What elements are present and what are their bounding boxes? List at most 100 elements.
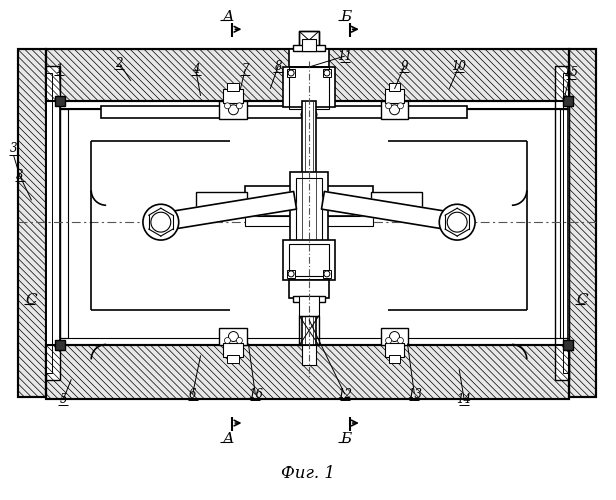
- Circle shape: [439, 204, 475, 240]
- Text: 5: 5: [60, 392, 67, 406]
- Text: А: А: [223, 10, 234, 24]
- Bar: [299, 296, 319, 316]
- Bar: [384, 344, 405, 357]
- Text: 4: 4: [192, 62, 200, 76]
- Bar: [389, 83, 400, 91]
- Text: 14: 14: [456, 392, 472, 406]
- Bar: [46, 346, 569, 399]
- Text: 8: 8: [274, 60, 282, 72]
- Bar: [101, 106, 467, 118]
- Bar: [289, 244, 329, 276]
- Bar: [299, 316, 319, 346]
- Bar: [227, 356, 240, 364]
- Polygon shape: [160, 192, 296, 231]
- Bar: [293, 296, 325, 302]
- Text: 3: 3: [16, 169, 23, 182]
- Bar: [289, 49, 329, 67]
- Text: 3: 3: [10, 142, 17, 155]
- Bar: [562, 96, 572, 106]
- Bar: [219, 328, 248, 345]
- Bar: [283, 67, 335, 107]
- Bar: [299, 31, 319, 49]
- Bar: [283, 240, 335, 280]
- Bar: [389, 356, 400, 364]
- Bar: [371, 192, 423, 212]
- Text: 11: 11: [338, 50, 352, 62]
- Bar: [219, 101, 248, 118]
- Bar: [196, 192, 248, 212]
- Bar: [224, 89, 243, 103]
- Bar: [302, 346, 316, 366]
- Circle shape: [224, 103, 230, 109]
- Polygon shape: [322, 192, 458, 231]
- Bar: [245, 216, 373, 226]
- Bar: [569, 49, 596, 397]
- Text: 10: 10: [452, 60, 467, 72]
- Text: Фиг. 1: Фиг. 1: [281, 465, 335, 482]
- Circle shape: [397, 103, 403, 109]
- Bar: [381, 101, 408, 118]
- Text: 1: 1: [55, 62, 63, 76]
- Bar: [562, 73, 569, 374]
- Bar: [55, 340, 65, 350]
- Circle shape: [389, 105, 400, 115]
- Bar: [227, 83, 240, 91]
- Bar: [287, 270, 295, 278]
- Circle shape: [386, 103, 392, 109]
- Bar: [562, 340, 572, 350]
- Bar: [46, 49, 569, 101]
- Text: А: А: [223, 432, 234, 446]
- Bar: [46, 346, 569, 399]
- Text: С: С: [26, 292, 38, 306]
- Bar: [245, 186, 373, 216]
- Circle shape: [237, 103, 242, 109]
- Bar: [287, 69, 295, 77]
- Bar: [381, 328, 408, 345]
- Circle shape: [389, 332, 400, 342]
- Circle shape: [229, 105, 238, 115]
- Bar: [46, 66, 60, 380]
- Bar: [323, 270, 331, 278]
- Circle shape: [143, 204, 179, 240]
- Bar: [296, 178, 322, 248]
- Circle shape: [301, 110, 311, 120]
- Bar: [289, 67, 329, 109]
- Bar: [224, 344, 243, 357]
- Bar: [289, 280, 329, 297]
- Circle shape: [288, 271, 294, 277]
- Text: 7: 7: [241, 62, 249, 76]
- Bar: [299, 31, 319, 49]
- Bar: [323, 69, 331, 77]
- Circle shape: [237, 338, 242, 344]
- Circle shape: [224, 338, 230, 344]
- Text: 6: 6: [189, 388, 197, 400]
- Circle shape: [386, 338, 392, 344]
- Text: 9: 9: [401, 60, 408, 72]
- Text: Б: Б: [340, 10, 351, 24]
- Bar: [293, 45, 325, 51]
- Bar: [18, 49, 46, 397]
- Circle shape: [397, 338, 403, 344]
- Bar: [46, 49, 569, 101]
- Bar: [554, 66, 569, 380]
- Bar: [569, 49, 596, 397]
- Bar: [302, 39, 316, 51]
- Bar: [18, 49, 46, 397]
- Circle shape: [151, 212, 171, 232]
- Bar: [302, 101, 316, 346]
- Circle shape: [229, 332, 238, 342]
- Circle shape: [324, 70, 330, 76]
- Bar: [384, 89, 405, 103]
- Text: С: С: [577, 292, 588, 306]
- Circle shape: [324, 271, 330, 277]
- Text: 16: 16: [248, 388, 263, 400]
- Circle shape: [307, 110, 317, 120]
- Text: Б: Б: [340, 432, 351, 446]
- Bar: [55, 96, 65, 106]
- Text: 13: 13: [407, 388, 422, 400]
- Bar: [46, 73, 52, 374]
- Bar: [290, 172, 328, 254]
- Circle shape: [447, 212, 467, 232]
- Text: 2: 2: [115, 56, 123, 70]
- Circle shape: [288, 70, 294, 76]
